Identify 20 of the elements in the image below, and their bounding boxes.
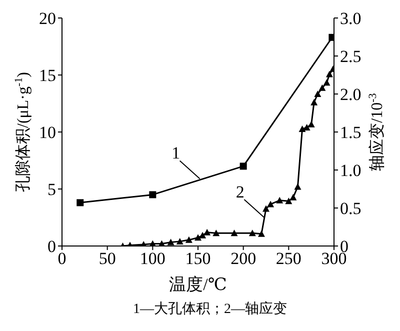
y-tick-label: 10	[39, 123, 56, 142]
y-tick-label: 15	[39, 66, 56, 86]
y-tick-label: 20	[39, 9, 56, 28]
x-tick-label: 250	[276, 249, 302, 268]
y2-tick-label: 1.5	[340, 123, 362, 142]
y2-tick-label: 2.0	[340, 85, 362, 104]
y-tick-label: 5	[48, 180, 56, 200]
x-tick-label: 50	[98, 249, 116, 268]
y2-tick-label: 0.5	[340, 199, 362, 218]
y2-tick-label: 2.5	[340, 47, 362, 66]
annotation: 2	[236, 182, 244, 202]
x-tick-label: 150	[185, 249, 211, 268]
x-axis-title: 温度/℃	[169, 275, 227, 294]
annotation: 1	[172, 144, 180, 163]
y2-tick-label: 1.0	[340, 161, 362, 180]
text: 1—大孔体积；2—轴应变	[132, 300, 288, 318]
x-tick-label: 100	[140, 249, 166, 268]
x-tick-label: 200	[230, 249, 256, 268]
y-tick-label: 0	[48, 237, 56, 256]
y2-tick-label: 3.0	[340, 9, 362, 28]
